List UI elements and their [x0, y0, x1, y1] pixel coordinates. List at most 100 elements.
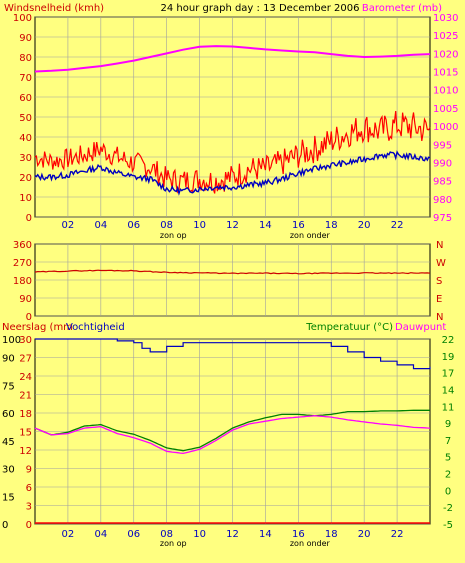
wind-x-tick-9: 20: [358, 220, 371, 231]
temp-y-tick-0: -5: [443, 520, 453, 531]
temp-y-tick-2: 0: [445, 486, 451, 497]
rain-y-tick-0: 0: [26, 520, 32, 531]
humidity-y-tick-1: 15: [2, 492, 15, 503]
baro-y-tick-2: 985: [433, 177, 452, 188]
direction-series-line: [34, 269, 431, 275]
rain-y-tick-9: 27: [19, 354, 32, 365]
temp-x-tick-2: 06: [127, 529, 140, 540]
baro-y-tick-9: 1020: [433, 49, 458, 60]
humidity-y-tick-4: 60: [2, 409, 15, 420]
temp-x-tick-5: 12: [226, 529, 239, 540]
rain-y-tick-1: 3: [26, 502, 32, 513]
barometer-axis-label: Barometer (mb): [362, 3, 442, 14]
wind-x-tick-5: 12: [226, 220, 239, 231]
temperature-series-line: [34, 409, 430, 452]
humidity-series-line: [35, 338, 431, 370]
dir-y-tick-2: 180: [13, 276, 32, 287]
temp-x-tick-3: 08: [160, 529, 173, 540]
wind-x-tick-2: 06: [127, 220, 140, 231]
wind-y-tick-6: 60: [19, 93, 32, 104]
baro-y-tick-5: 1000: [433, 122, 458, 133]
dir-y-tick-1: 90: [19, 294, 32, 305]
wind-x-tick-7: 16: [292, 220, 305, 231]
temp-x-tick-6: 14: [259, 529, 272, 540]
temp-y-tick-7: 11: [442, 402, 455, 413]
baro-y-tick-10: 1025: [433, 31, 458, 42]
wind-y-tick-7: 70: [19, 73, 32, 84]
temp-x-tick-4: 10: [193, 529, 206, 540]
temp-y-tick-3: 2: [445, 470, 451, 481]
temp-x-tick-0: 02: [62, 529, 75, 540]
humidity-y-tick-7: 100: [2, 335, 21, 346]
humidity-y-tick-0: 0: [2, 520, 8, 531]
baro-y-tick-7: 1010: [433, 86, 458, 97]
dir-compass-tick-4: N: [436, 240, 443, 251]
wind-y-tick-9: 90: [19, 33, 32, 44]
wind-direction-chart: 0 N 90 E 180 S 270 W 360 N: [13, 240, 446, 323]
baro-y-tick-3: 990: [433, 158, 452, 169]
wind-x-tick-8: 18: [325, 220, 338, 231]
baro-y-tick-1: 980: [433, 195, 452, 206]
sunset-label-lower: zon onder: [290, 539, 331, 548]
wind-y-tick-0: 0: [26, 213, 32, 224]
wind-x-tick-0: 02: [62, 220, 75, 231]
wind-y-tick-10: 100: [13, 13, 32, 24]
wind-axis-label: Windsnelheid (kmh): [4, 3, 104, 14]
wind-series-line: [34, 150, 431, 196]
wind-x-tick-10: 22: [391, 220, 404, 231]
temperature-axis-label: Temperatuur (°C): [305, 322, 393, 333]
sunset-label: zon onder: [290, 231, 331, 240]
dir-y-tick-4: 360: [13, 240, 32, 251]
rain-axis-label: Neerslag (mm: [2, 322, 73, 333]
dir-compass-tick-2: S: [436, 276, 442, 287]
temp-y-tick-4: 5: [445, 453, 451, 464]
temp-y-tick-11: 22: [442, 335, 455, 346]
dir-compass-tick-1: E: [436, 294, 442, 305]
gust-series-line: [34, 111, 431, 194]
sunrise-label: zon op: [160, 231, 187, 240]
rain-y-tick-4: 12: [19, 446, 32, 457]
wind-y-tick-2: 20: [19, 173, 32, 184]
temp-x-tick-1: 04: [94, 529, 107, 540]
humidity-y-tick-5: 75: [2, 381, 15, 392]
barometer-series-line: [34, 45, 431, 73]
humidity-axis-label: Vochtigheid: [66, 322, 125, 333]
graph-title: 24 hour graph day : 13 December 2006: [161, 3, 360, 14]
rain-y-tick-5: 15: [19, 428, 32, 439]
rain-y-tick-6: 18: [19, 409, 32, 420]
wind-x-tick-3: 08: [160, 220, 173, 231]
humidity-y-tick-2: 30: [2, 465, 15, 476]
temp-y-tick-1: -2: [443, 503, 453, 514]
rain-y-tick-8: 24: [19, 372, 32, 383]
dir-compass-tick-0: N: [436, 312, 443, 323]
wind-x-tick-1: 04: [94, 220, 107, 231]
rain-humidity-temperature-chart: 0369121518212427300153045607590100-5-202…: [2, 335, 454, 548]
sunrise-label-lower: zon op: [160, 539, 187, 548]
temp-y-tick-8: 14: [442, 385, 455, 396]
dewpoint-axis-label: Dauwpunt: [395, 322, 446, 333]
dir-compass-tick-3: W: [436, 258, 446, 269]
rain-y-tick-10: 30: [19, 335, 32, 346]
baro-y-tick-0: 975: [433, 213, 452, 224]
temp-x-tick-10: 22: [391, 529, 404, 540]
temp-y-tick-9: 17: [442, 369, 455, 380]
temp-y-tick-5: 7: [445, 436, 451, 447]
wind-y-tick-3: 30: [19, 153, 32, 164]
dir-y-tick-0: 0: [26, 312, 32, 323]
temp-y-tick-6: 9: [445, 419, 451, 430]
wind-y-tick-5: 50: [19, 113, 32, 124]
rain-y-tick-2: 6: [26, 483, 32, 494]
wind-x-tick-4: 10: [193, 220, 206, 231]
humidity-y-tick-3: 45: [2, 437, 15, 448]
temp-x-tick-9: 20: [358, 529, 371, 540]
baro-y-tick-11: 1030: [433, 13, 458, 24]
wind-y-tick-1: 10: [19, 193, 32, 204]
wind-y-tick-4: 40: [19, 133, 32, 144]
wind-x-tick-6: 14: [259, 220, 272, 231]
humidity-y-tick-6: 90: [2, 354, 15, 365]
dewpoint-series-line: [34, 415, 431, 455]
dir-y-tick-3: 270: [13, 258, 32, 269]
rain-y-tick-3: 9: [26, 465, 32, 476]
temp-x-tick-8: 18: [325, 529, 338, 540]
